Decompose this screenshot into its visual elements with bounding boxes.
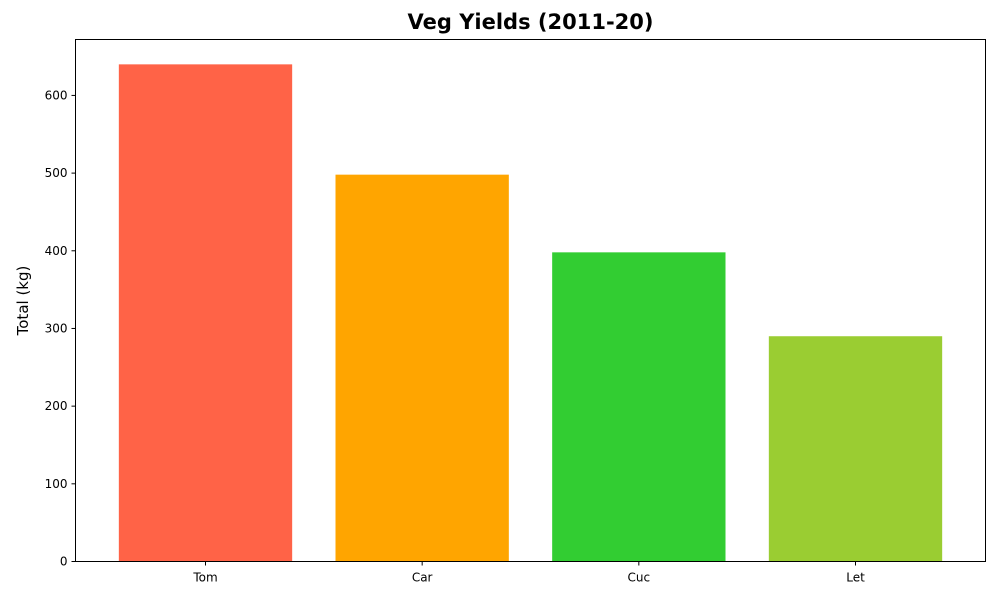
- bar-cuc: [552, 252, 726, 562]
- x-tick-label-cuc: Cuc: [628, 571, 651, 585]
- y-tick-label: 600: [45, 88, 68, 102]
- x-tick-label-let: Let: [846, 571, 865, 585]
- y-tick-label: 300: [45, 321, 68, 335]
- x-tick-label-tom: Tom: [192, 571, 217, 585]
- bars-group: [118, 64, 943, 562]
- y-tick-label: 200: [45, 399, 68, 413]
- y-tick-label: 100: [45, 477, 68, 491]
- y-tick-label: 500: [45, 166, 68, 180]
- y-axis-label: Total (kg): [14, 266, 32, 337]
- chart-title: Veg Yields (2011-20): [407, 10, 654, 34]
- y-tick-label: 0: [60, 555, 68, 569]
- x-tick-label-car: Car: [412, 571, 433, 585]
- bar-tom: [118, 64, 293, 562]
- axes-group: Tom Car Cuc Let 0 100 200 300 400 500 600: [45, 88, 865, 584]
- plot-frame: [75, 39, 986, 562]
- y-tick-label: 400: [45, 244, 68, 258]
- bar-car: [335, 174, 509, 562]
- bar-let: [768, 336, 943, 562]
